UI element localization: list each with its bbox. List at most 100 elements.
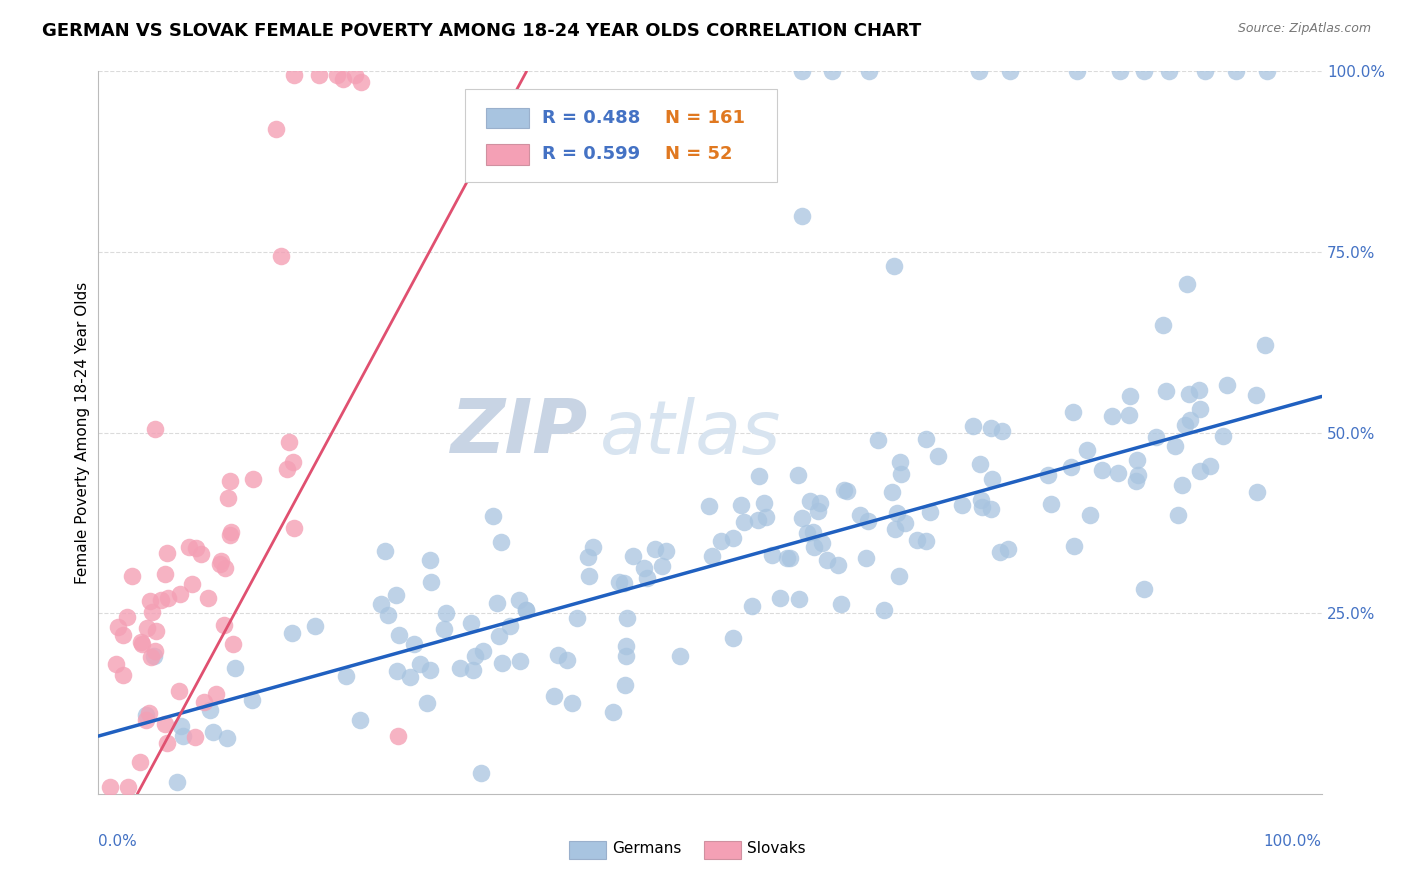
FancyBboxPatch shape <box>465 89 778 182</box>
Point <box>212 617 235 632</box>
Point <box>177 540 200 554</box>
Point <box>1107 466 1129 480</box>
Point <box>222 637 245 651</box>
Point <box>969 458 991 472</box>
Point <box>887 569 910 583</box>
Point <box>808 496 831 510</box>
Point <box>616 611 638 625</box>
Point <box>460 616 482 631</box>
Point <box>796 526 818 541</box>
Point <box>215 731 238 745</box>
Point <box>543 689 565 703</box>
Point <box>449 661 471 675</box>
Point <box>950 498 973 512</box>
Point <box>129 755 152 769</box>
Point <box>633 561 655 575</box>
Point <box>1188 464 1211 478</box>
Point <box>1091 462 1114 476</box>
Point <box>636 571 658 585</box>
Point <box>219 524 242 539</box>
Point <box>264 122 287 136</box>
Point <box>370 597 392 611</box>
Point <box>970 493 993 508</box>
Point <box>873 603 896 617</box>
Point <box>433 622 456 636</box>
Point <box>190 547 212 561</box>
Point <box>1076 442 1098 457</box>
Point <box>131 637 153 651</box>
Point <box>821 64 844 78</box>
Point <box>1066 64 1088 78</box>
Point <box>350 75 373 89</box>
Point <box>349 714 371 728</box>
Point <box>855 551 877 566</box>
Point <box>149 593 172 607</box>
Point <box>1256 64 1278 78</box>
Point <box>998 64 1021 78</box>
Point <box>1108 64 1130 78</box>
Point <box>270 249 292 263</box>
Point <box>181 576 204 591</box>
Point <box>561 696 583 710</box>
Point <box>555 653 578 667</box>
Point <box>283 521 305 535</box>
Point <box>1178 387 1201 401</box>
Point <box>508 593 530 607</box>
Point <box>799 493 821 508</box>
Point <box>884 522 907 536</box>
Point <box>1125 474 1147 488</box>
Point <box>962 419 984 434</box>
Point <box>172 730 194 744</box>
Point <box>1152 318 1174 332</box>
Point <box>927 449 949 463</box>
Point <box>214 560 236 574</box>
Point <box>415 697 437 711</box>
Point <box>858 64 880 78</box>
Point <box>565 611 588 625</box>
Point <box>1254 338 1277 352</box>
Text: N = 161: N = 161 <box>665 110 745 128</box>
Point <box>184 730 207 744</box>
Point <box>761 548 783 562</box>
Point <box>849 508 872 523</box>
Point <box>834 483 856 498</box>
Point <box>582 541 605 555</box>
Point <box>145 624 167 638</box>
Point <box>779 551 801 566</box>
Point <box>1039 497 1062 511</box>
Point <box>153 566 176 581</box>
Point <box>169 587 191 601</box>
Point <box>1164 439 1187 453</box>
Point <box>890 467 912 482</box>
Point <box>217 491 239 506</box>
Point <box>1246 485 1268 500</box>
Point <box>335 669 357 683</box>
Point <box>1060 460 1083 475</box>
Text: Germans: Germans <box>612 840 682 855</box>
Point <box>1063 539 1085 553</box>
Point <box>198 703 221 717</box>
Point <box>488 629 510 643</box>
Point <box>409 657 432 671</box>
Point <box>111 628 134 642</box>
Point <box>434 606 457 620</box>
Point <box>733 515 755 529</box>
Point <box>304 619 326 633</box>
Point <box>377 608 399 623</box>
Point <box>135 621 157 635</box>
Point <box>281 626 304 640</box>
Point <box>914 534 936 549</box>
Point <box>276 461 298 475</box>
Point <box>224 661 246 675</box>
Point <box>419 574 441 589</box>
Point <box>193 695 215 709</box>
Point <box>1154 384 1177 398</box>
Point <box>830 597 852 611</box>
Point <box>883 260 905 274</box>
Point <box>471 644 494 658</box>
Point <box>169 684 191 698</box>
Point <box>1133 64 1156 78</box>
Point <box>491 657 513 671</box>
Point <box>209 554 232 568</box>
Point <box>98 780 121 794</box>
